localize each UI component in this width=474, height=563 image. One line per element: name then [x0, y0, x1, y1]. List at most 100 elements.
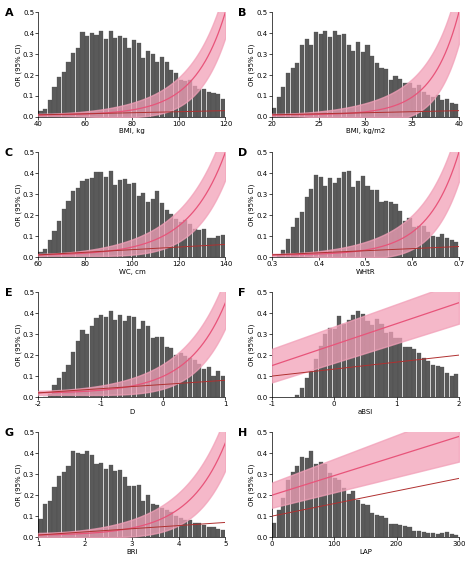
- Text: G: G: [5, 428, 14, 438]
- Bar: [118, 181, 122, 257]
- Bar: [305, 196, 309, 257]
- Bar: [169, 215, 173, 257]
- Bar: [123, 38, 127, 117]
- Text: C: C: [5, 148, 13, 158]
- Bar: [370, 325, 374, 397]
- Bar: [90, 178, 94, 257]
- Bar: [193, 360, 197, 397]
- Bar: [81, 181, 84, 257]
- Bar: [370, 56, 374, 117]
- Bar: [151, 55, 155, 117]
- Bar: [118, 470, 122, 537]
- Bar: [109, 465, 113, 537]
- Bar: [160, 508, 164, 537]
- Bar: [62, 372, 66, 397]
- Bar: [300, 388, 304, 397]
- Bar: [323, 334, 328, 397]
- Bar: [389, 524, 393, 537]
- Bar: [109, 171, 113, 257]
- Bar: [393, 75, 398, 117]
- Bar: [113, 38, 118, 117]
- Bar: [193, 230, 197, 257]
- Bar: [436, 366, 440, 397]
- Bar: [310, 46, 313, 117]
- Bar: [295, 395, 300, 397]
- Bar: [417, 531, 421, 537]
- Bar: [113, 471, 118, 537]
- X-axis label: LAP: LAP: [359, 549, 372, 555]
- X-axis label: aBSI: aBSI: [358, 409, 373, 414]
- Bar: [221, 530, 225, 537]
- Bar: [94, 172, 99, 257]
- Y-axis label: OR (95% CI): OR (95% CI): [248, 463, 255, 506]
- Bar: [85, 451, 89, 537]
- Bar: [393, 204, 398, 257]
- Bar: [426, 533, 430, 537]
- Bar: [408, 347, 411, 397]
- Bar: [319, 34, 323, 117]
- Bar: [155, 337, 159, 397]
- Bar: [286, 73, 290, 117]
- Bar: [174, 73, 178, 117]
- Bar: [160, 57, 164, 117]
- Bar: [403, 347, 407, 397]
- Bar: [436, 534, 440, 537]
- Bar: [53, 487, 56, 537]
- Bar: [412, 226, 416, 257]
- Bar: [169, 512, 173, 537]
- Bar: [118, 315, 122, 397]
- Bar: [319, 462, 323, 537]
- Bar: [90, 455, 94, 537]
- Bar: [48, 240, 52, 257]
- Bar: [66, 62, 71, 117]
- Bar: [197, 524, 201, 537]
- Bar: [104, 469, 108, 537]
- Bar: [48, 501, 52, 537]
- Bar: [174, 516, 178, 537]
- Bar: [361, 314, 365, 397]
- Bar: [197, 230, 201, 257]
- Bar: [151, 199, 155, 257]
- Bar: [272, 523, 276, 537]
- Bar: [286, 480, 290, 537]
- Bar: [300, 458, 304, 537]
- Bar: [276, 255, 281, 257]
- Bar: [146, 326, 150, 397]
- Bar: [188, 224, 192, 257]
- Bar: [379, 202, 383, 257]
- Bar: [151, 504, 155, 537]
- Bar: [164, 62, 169, 117]
- Bar: [53, 87, 56, 117]
- Bar: [57, 77, 61, 117]
- Bar: [445, 100, 449, 117]
- Bar: [127, 184, 131, 257]
- Y-axis label: OR (95% CI): OR (95% CI): [15, 463, 22, 506]
- Bar: [81, 32, 84, 117]
- Bar: [375, 62, 379, 117]
- Y-axis label: OR (95% CI): OR (95% CI): [248, 43, 255, 86]
- Bar: [137, 195, 141, 257]
- Bar: [207, 92, 211, 117]
- Bar: [384, 69, 388, 117]
- Y-axis label: OR (95% CI): OR (95% CI): [248, 324, 255, 366]
- Bar: [403, 221, 407, 257]
- Bar: [346, 494, 351, 537]
- Bar: [38, 252, 43, 257]
- Bar: [370, 513, 374, 537]
- Bar: [346, 171, 351, 257]
- Bar: [113, 185, 118, 257]
- Bar: [90, 33, 94, 117]
- Bar: [85, 36, 89, 117]
- Bar: [370, 190, 374, 257]
- Bar: [146, 495, 150, 537]
- Y-axis label: OR (95% CI): OR (95% CI): [15, 324, 22, 366]
- Bar: [118, 37, 122, 117]
- Bar: [169, 348, 173, 397]
- Bar: [137, 43, 141, 117]
- Bar: [207, 528, 211, 537]
- Bar: [454, 374, 458, 397]
- Bar: [346, 320, 351, 397]
- Bar: [211, 528, 216, 537]
- Bar: [53, 385, 56, 397]
- Bar: [62, 209, 66, 257]
